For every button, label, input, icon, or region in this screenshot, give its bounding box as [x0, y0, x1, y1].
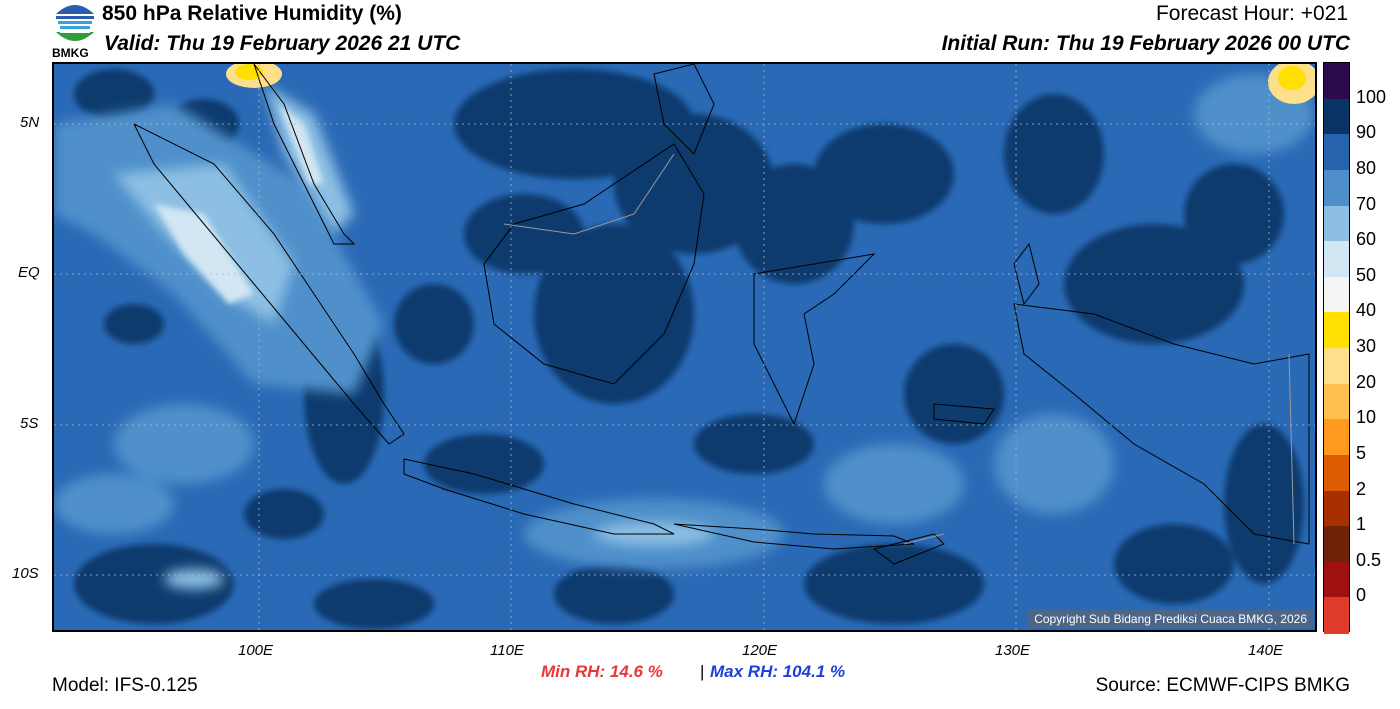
lon-label-130e: 130E — [995, 642, 1031, 659]
colorbar-swatch — [1324, 454, 1349, 491]
model-label: Model: IFS-0.125 — [52, 675, 198, 696]
colorbar-swatch — [1324, 98, 1349, 135]
bmkg-logo: BMKG — [52, 0, 98, 60]
colorbar-swatch — [1324, 490, 1349, 527]
colorbar-label: 2 — [1356, 478, 1367, 499]
colorbar-label: 50 — [1356, 264, 1377, 285]
min-rh: Min RH: 14.6 % — [541, 662, 663, 681]
colorbar-label: 80 — [1356, 157, 1377, 178]
colorbar-swatch — [1324, 63, 1349, 100]
lat-label-eq: EQ — [18, 264, 40, 281]
colorbar-swatch — [1324, 312, 1349, 349]
colorbar-swatch — [1324, 276, 1349, 313]
colorbar-swatch — [1324, 241, 1349, 278]
valid-time: Valid: Thu 19 February 2026 21 UTC — [104, 32, 461, 55]
colorbar-label: 5 — [1356, 442, 1367, 463]
map-title: 850 hPa Relative Humidity (%) — [102, 2, 402, 25]
lat-label-5n: 5N — [20, 114, 40, 131]
colorbar-label: 40 — [1356, 300, 1377, 321]
colorbar-label: 0.5 — [1356, 549, 1382, 570]
colorbar-swatch — [1324, 419, 1349, 456]
colorbar-swatch — [1324, 526, 1349, 563]
colorbar-label: 10 — [1356, 407, 1377, 428]
colorbar-swatch — [1324, 597, 1349, 634]
bmkg-logo-text: BMKG — [52, 46, 89, 60]
lon-label-120e: 120E — [742, 642, 778, 659]
colorbar-label: 0 — [1356, 585, 1367, 606]
humidity-map: Copyright Sub Bidang Prediksi Cuaca BMKG… — [52, 62, 1317, 632]
colorbar-label: 60 — [1356, 229, 1377, 250]
humidity-field — [54, 64, 1315, 630]
copyright-notice: Copyright Sub Bidang Prediksi Cuaca BMKG… — [1028, 610, 1313, 628]
colorbar-label: 90 — [1356, 122, 1377, 143]
forecast-hour: Forecast Hour: +021 — [1155, 2, 1348, 25]
colorbar-label: 30 — [1356, 336, 1377, 356]
colorbar-swatch — [1324, 205, 1349, 242]
colorbar-label: 20 — [1356, 371, 1377, 392]
lat-label-5s: 5S — [20, 415, 39, 432]
source-label: Source: ECMWF-CIPS BMKG — [1095, 675, 1350, 696]
colorbar — [1323, 62, 1350, 634]
colorbar-label: 1 — [1356, 514, 1367, 535]
colorbar-label: 70 — [1356, 193, 1377, 214]
lon-label-100e: 100E — [238, 642, 274, 659]
colorbar-swatch — [1324, 169, 1349, 206]
colorbar-swatch — [1324, 561, 1349, 598]
lon-label-140e: 140E — [1248, 642, 1284, 659]
max-rh: Max RH: 104.1 % — [710, 662, 846, 681]
bmkg-logo-icon — [56, 5, 94, 41]
initial-run: Initial Run: Thu 19 February 2026 00 UTC — [941, 32, 1350, 55]
colorbar-label: 100 — [1356, 86, 1387, 107]
lon-label-110e: 110E — [490, 642, 524, 659]
colorbar-swatch — [1324, 134, 1349, 171]
colorbar-swatch — [1324, 383, 1349, 420]
lat-label-10s: 10S — [12, 565, 39, 582]
colorbar-swatch — [1324, 348, 1349, 385]
minmax-separator: | — [700, 662, 705, 681]
